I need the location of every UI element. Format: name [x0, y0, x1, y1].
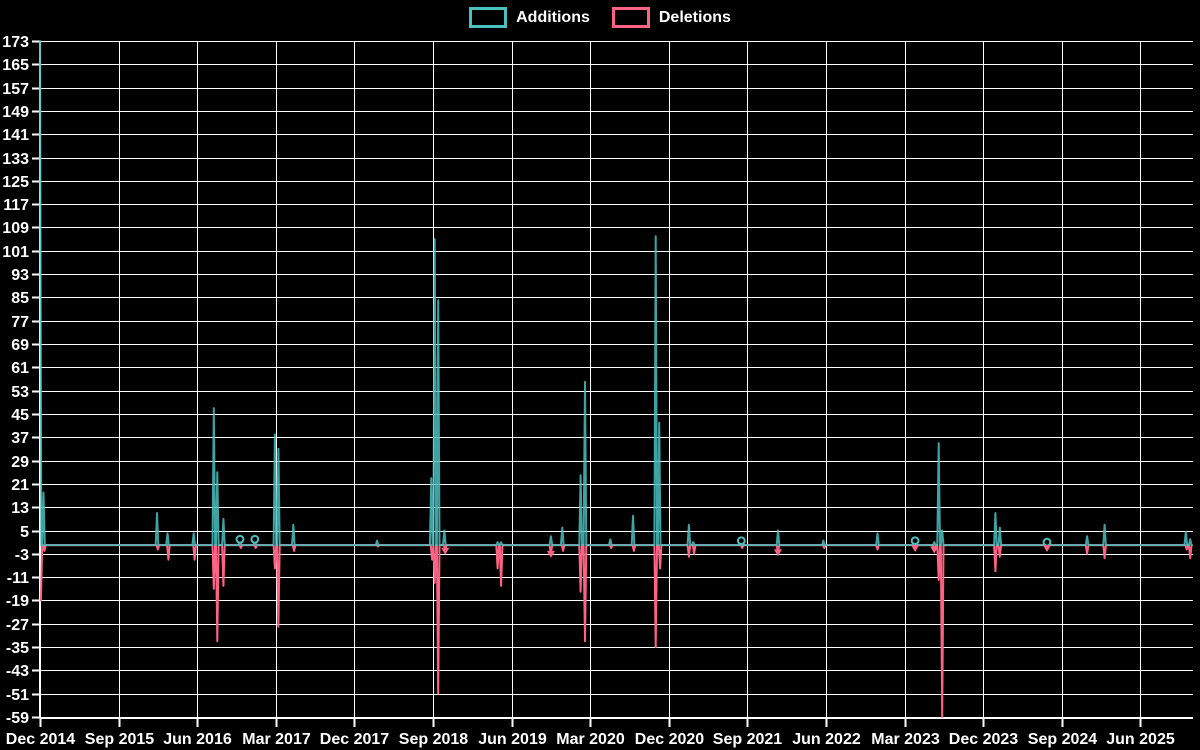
- additions-point-marker: [910, 536, 920, 546]
- y-axis-tick-label: 77: [11, 314, 29, 331]
- x-axis-tick-label: Jun 2016: [163, 731, 232, 748]
- y-axis-tick-label: 37: [11, 430, 29, 447]
- deletions-point-marker: [930, 546, 939, 554]
- deletions-swatch-icon: [611, 7, 650, 28]
- additions-point-marker: [250, 534, 260, 544]
- legend-item-deletions[interactable]: Deletions: [611, 7, 731, 28]
- y-axis-tick-label: 125: [2, 174, 29, 191]
- y-axis-tick-label: -51: [6, 687, 29, 704]
- x-axis-tick-label: Sep 2015: [85, 731, 154, 748]
- y-axis-tick-label: 101: [2, 244, 29, 261]
- y-axis-tick-label: 109: [2, 220, 29, 237]
- x-axis-tick-label: Dec 2014: [6, 731, 75, 748]
- y-axis-tick-label: -11: [7, 570, 29, 587]
- y-axis-tick-label: 45: [11, 407, 29, 424]
- y-axis-tick-label: 13: [11, 500, 29, 517]
- deletions-point-marker: [911, 545, 920, 552]
- legend: Additions Deletions: [0, 7, 1200, 28]
- y-axis-tick-label: 149: [2, 104, 29, 121]
- deletions-point-marker: [546, 550, 555, 558]
- y-axis-tick-label: 173: [2, 34, 29, 51]
- x-axis-tick-label: Sep 2018: [399, 731, 468, 748]
- deletions-point-marker: [1042, 545, 1051, 552]
- x-axis-tick-label: Mar 2023: [871, 731, 940, 748]
- y-axis-tick-label: 29: [11, 454, 29, 471]
- y-axis-tick-label: -27: [6, 617, 29, 634]
- y-axis-tick-label: 53: [11, 384, 29, 401]
- y-axis-tick-label: -35: [6, 640, 29, 657]
- y-axis-tick-label: 21: [11, 477, 29, 494]
- y-axis-tick-label: 141: [2, 127, 29, 144]
- y-axis-tick-label: 93: [11, 267, 29, 284]
- y-axis-tick-label: -43: [6, 663, 29, 680]
- y-axis-tick-label: 165: [2, 57, 29, 74]
- legend-label-deletions: Deletions: [658, 8, 731, 26]
- x-axis-tick-label: Dec 2020: [635, 731, 704, 748]
- legend-label-additions: Additions: [516, 8, 590, 26]
- y-axis-tick-label: -19: [6, 593, 29, 610]
- y-axis-tick-label: 85: [11, 290, 29, 307]
- series-line-additions: [39, 40, 1193, 547]
- additions-point-marker: [736, 536, 746, 546]
- additions-point-marker: [235, 534, 245, 544]
- x-axis-tick-label: Jun 2025: [1106, 731, 1175, 748]
- x-axis-tick-label: Jun 2022: [792, 731, 861, 748]
- x-axis-tick-label: Dec 2017: [320, 731, 389, 748]
- x-axis-tick-label: Jun 2019: [478, 731, 547, 748]
- deletions-point-marker: [773, 549, 782, 557]
- x-axis-tick-label: Sep 2021: [713, 731, 782, 748]
- additions-point-marker: [1042, 537, 1052, 547]
- x-axis-tick-label: Mar 2020: [556, 731, 625, 748]
- legend-item-additions[interactable]: Additions: [469, 7, 590, 28]
- additions-swatch-icon: [469, 7, 508, 28]
- y-axis-tick-label: 117: [3, 197, 29, 214]
- y-axis-tick-label: -59: [6, 710, 29, 727]
- y-axis-tick-label: 61: [11, 360, 29, 377]
- deletions-point-marker: [441, 547, 450, 555]
- y-axis-tick-label: 157: [2, 81, 29, 98]
- x-axis-tick-label: Dec 2023: [949, 731, 1018, 748]
- y-axis-tick-label: -3: [15, 547, 29, 564]
- y-axis-tick-label: 5: [20, 524, 29, 541]
- x-axis-tick-label: Mar 2017: [242, 731, 311, 748]
- y-axis-tick-label: 69: [11, 337, 29, 354]
- y-axis-tick-label: 133: [2, 151, 29, 168]
- x-axis-tick-label: Sep 2024: [1028, 731, 1097, 748]
